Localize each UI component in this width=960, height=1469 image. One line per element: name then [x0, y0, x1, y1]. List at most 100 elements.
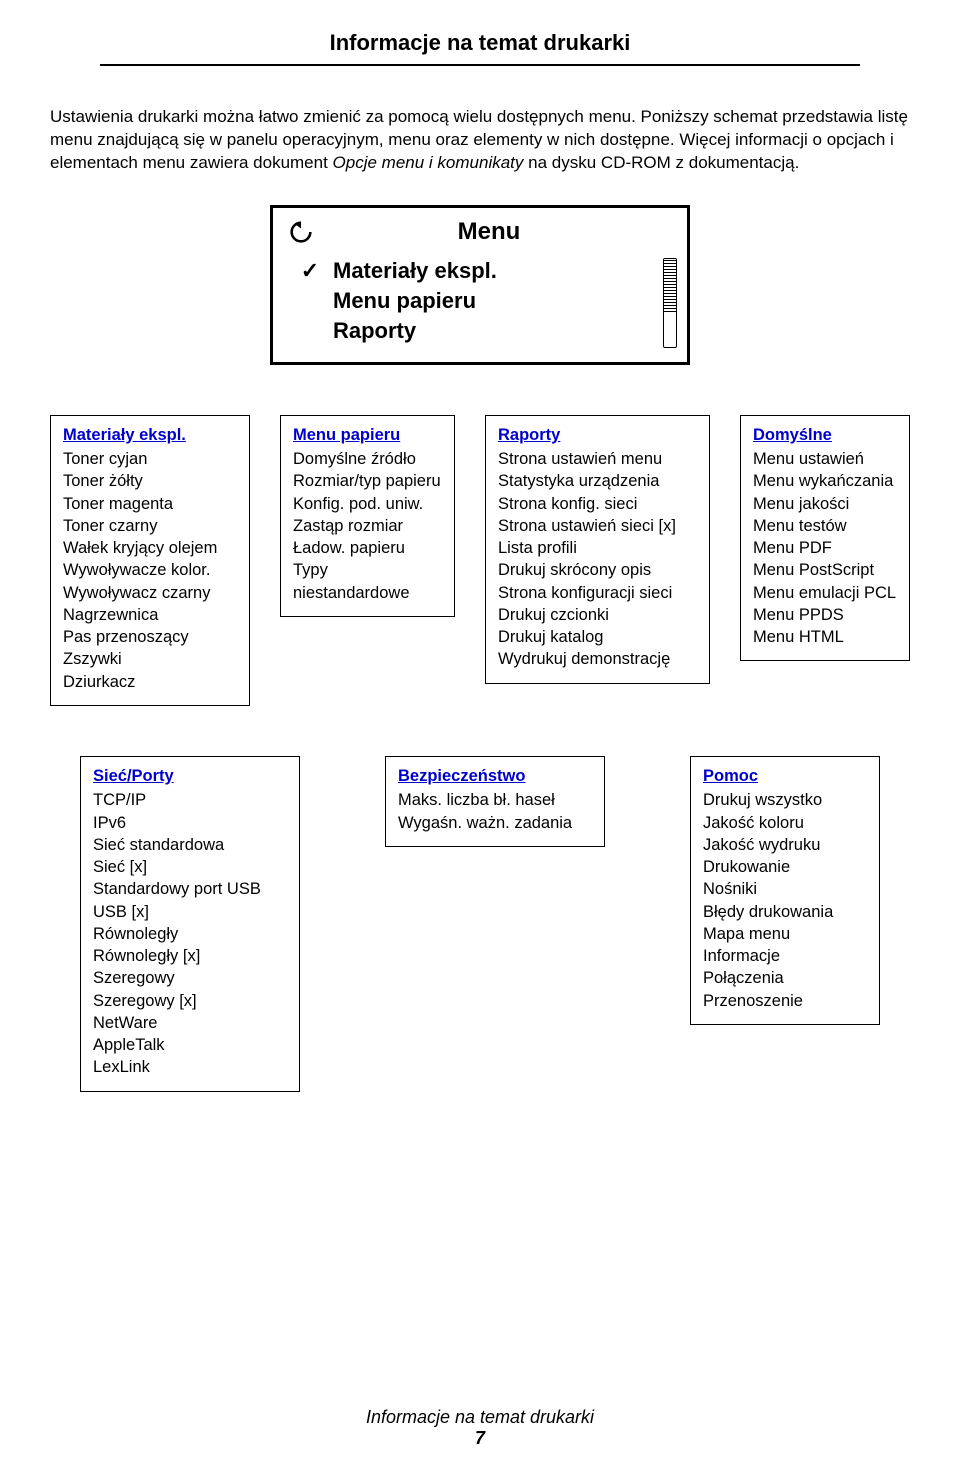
menu-box-item: Lista profili — [498, 537, 697, 559]
menu-box-item: Menu testów — [753, 515, 897, 537]
menu-box-title-link[interactable]: Sieć/Porty — [93, 765, 287, 787]
menu-box-item: AppleTalk — [93, 1034, 287, 1056]
lcd-scrollbar — [663, 258, 677, 348]
menu-box-item: Menu ustawień — [753, 448, 897, 470]
check-icon: ✓ — [299, 258, 321, 284]
menu-box-item: Równoległy [x] — [93, 945, 287, 967]
menu-box-item: Toner cyjan — [63, 448, 237, 470]
menu-box-item: Drukowanie — [703, 856, 867, 878]
menu-box-reports: Raporty Strona ustawień menu Statystyka … — [485, 415, 710, 684]
menu-box-item: Pas przenoszący — [63, 626, 237, 648]
lcd-panel-wrap: Menu ✓ Materiały ekspl. Menu papieru Rap… — [50, 205, 910, 365]
menu-box-network: Sieć/Porty TCP/IP IPv6 Sieć standardowa … — [80, 756, 300, 1092]
menu-box-item: Wydrukuj demonstrację — [498, 648, 697, 670]
menu-box-item: Błędy drukowania — [703, 901, 867, 923]
menu-box-item: LexLink — [93, 1056, 287, 1078]
page-footer: Informacje na temat drukarki 7 — [0, 1407, 960, 1449]
intro-text-after: na dysku CD-ROM z dokumentacją. — [528, 153, 799, 172]
page-title: Informacje na temat drukarki — [50, 30, 910, 56]
menu-box-item: Menu jakości — [753, 493, 897, 515]
menu-box-item: Przenoszenie — [703, 990, 867, 1012]
menu-box-item: Menu HTML — [753, 626, 897, 648]
menu-box-item: USB [x] — [93, 901, 287, 923]
lcd-panel: Menu ✓ Materiały ekspl. Menu papieru Rap… — [270, 205, 690, 365]
menu-box-item: Drukuj katalog — [498, 626, 697, 648]
menu-box-item: Strona konfig. sieci — [498, 493, 697, 515]
lcd-scroll-thumb — [664, 259, 676, 312]
menu-box-item: Zastąp rozmiar — [293, 515, 442, 537]
menu-row-1: Materiały ekspl. Toner cyjan Toner żółty… — [50, 415, 910, 706]
menu-box-item: Informacje — [703, 945, 867, 967]
menu-box-item: Ładow. papieru — [293, 537, 442, 559]
menu-box-item: NetWare — [93, 1012, 287, 1034]
menu-box-item: Mapa menu — [703, 923, 867, 945]
menu-box-title-link[interactable]: Menu papieru — [293, 424, 442, 446]
menu-box-item: Wywoływacz czarny — [63, 582, 237, 604]
lcd-row: Raporty — [299, 316, 673, 346]
menu-box-item: Jakość wydruku — [703, 834, 867, 856]
menu-box-item: Maks. liczba bł. haseł — [398, 789, 592, 811]
menu-box-item: Drukuj wszystko — [703, 789, 867, 811]
lcd-row: ✓ Materiały ekspl. — [299, 256, 673, 286]
menu-box-item: Menu PPDS — [753, 604, 897, 626]
menu-box-item: Domyślne źródło — [293, 448, 442, 470]
menu-box-item: Zszywki — [63, 648, 237, 670]
menu-box-item: Strona ustawień sieci [x] — [498, 515, 697, 537]
menu-box-item: Dziurkacz — [63, 671, 237, 693]
menu-box-supplies: Materiały ekspl. Toner cyjan Toner żółty… — [50, 415, 250, 706]
title-rule — [100, 64, 860, 66]
menu-box-item: Toner czarny — [63, 515, 237, 537]
menu-box-item: Równoległy — [93, 923, 287, 945]
menu-box-item: Toner magenta — [63, 493, 237, 515]
menu-box-title-link[interactable]: Materiały ekspl. — [63, 424, 237, 446]
menu-box-item: Wygaśn. ważn. zadania — [398, 812, 592, 834]
menu-box-help: Pomoc Drukuj wszystko Jakość koloru Jako… — [690, 756, 880, 1025]
back-arrow-icon — [287, 218, 315, 246]
menu-box-item: Statystyka urządzenia — [498, 470, 697, 492]
menu-box-item: Nagrzewnica — [63, 604, 237, 626]
menu-box-item: Jakość koloru — [703, 812, 867, 834]
lcd-item-label: Materiały ekspl. — [333, 258, 497, 284]
menu-box-item: Rozmiar/typ papieru — [293, 470, 442, 492]
menu-box-item: Połączenia — [703, 967, 867, 989]
menu-box-item: Sieć standardowa — [93, 834, 287, 856]
menu-box-item: IPv6 — [93, 812, 287, 834]
menu-box-item: Strona ustawień menu — [498, 448, 697, 470]
page: Informacje na temat drukarki Ustawienia … — [0, 0, 960, 1469]
menu-box-item: Toner żółty — [63, 470, 237, 492]
menu-box-item: Standardowy port USB — [93, 878, 287, 900]
menu-box-item: Drukuj skrócony opis — [498, 559, 697, 581]
menu-box-item: Nośniki — [703, 878, 867, 900]
menu-box-item: Konfig. pod. uniw. — [293, 493, 442, 515]
lcd-item-label: Raporty — [333, 318, 416, 344]
menu-box-item: Szeregowy — [93, 967, 287, 989]
lcd-menu-label: Menu — [333, 218, 673, 246]
menu-box-item: Drukuj czcionki — [498, 604, 697, 626]
menu-box-title-link[interactable]: Pomoc — [703, 765, 867, 787]
menu-box-item: TCP/IP — [93, 789, 287, 811]
menu-box-item: Menu emulacji PCL — [753, 582, 897, 604]
menu-box-item: Wywoływacze kolor. — [63, 559, 237, 581]
lcd-header: Menu — [287, 218, 673, 246]
menu-box-item: Wałek kryjący olejem — [63, 537, 237, 559]
menu-box-item: Sieć [x] — [93, 856, 287, 878]
menu-box-item: Typy niestandardowe — [293, 559, 442, 604]
menu-box-item: Szeregowy [x] — [93, 990, 287, 1012]
menu-box-item: Strona konfiguracji sieci — [498, 582, 697, 604]
menu-box-item: Menu PDF — [753, 537, 897, 559]
intro-italic: Opcje menu i komunikaty — [333, 153, 524, 172]
lcd-row: Menu papieru — [299, 286, 673, 316]
menu-box-defaults: Domyślne Menu ustawień Menu wykańczania … — [740, 415, 910, 662]
menu-box-security: Bezpieczeństwo Maks. liczba bł. haseł Wy… — [385, 756, 605, 847]
footer-page-number: 7 — [0, 1428, 960, 1449]
lcd-item-label: Menu papieru — [333, 288, 476, 314]
menu-box-title-link[interactable]: Bezpieczeństwo — [398, 765, 592, 787]
menu-box-title-link[interactable]: Raporty — [498, 424, 697, 446]
menu-box-title-link[interactable]: Domyślne — [753, 424, 897, 446]
menu-box-paper: Menu papieru Domyślne źródło Rozmiar/typ… — [280, 415, 455, 617]
menu-box-item: Menu wykańczania — [753, 470, 897, 492]
intro-paragraph: Ustawienia drukarki można łatwo zmienić … — [50, 106, 910, 175]
footer-title: Informacje na temat drukarki — [0, 1407, 960, 1428]
menu-row-2: Sieć/Porty TCP/IP IPv6 Sieć standardowa … — [50, 756, 910, 1092]
lcd-list: ✓ Materiały ekspl. Menu papieru Raporty — [287, 256, 673, 346]
